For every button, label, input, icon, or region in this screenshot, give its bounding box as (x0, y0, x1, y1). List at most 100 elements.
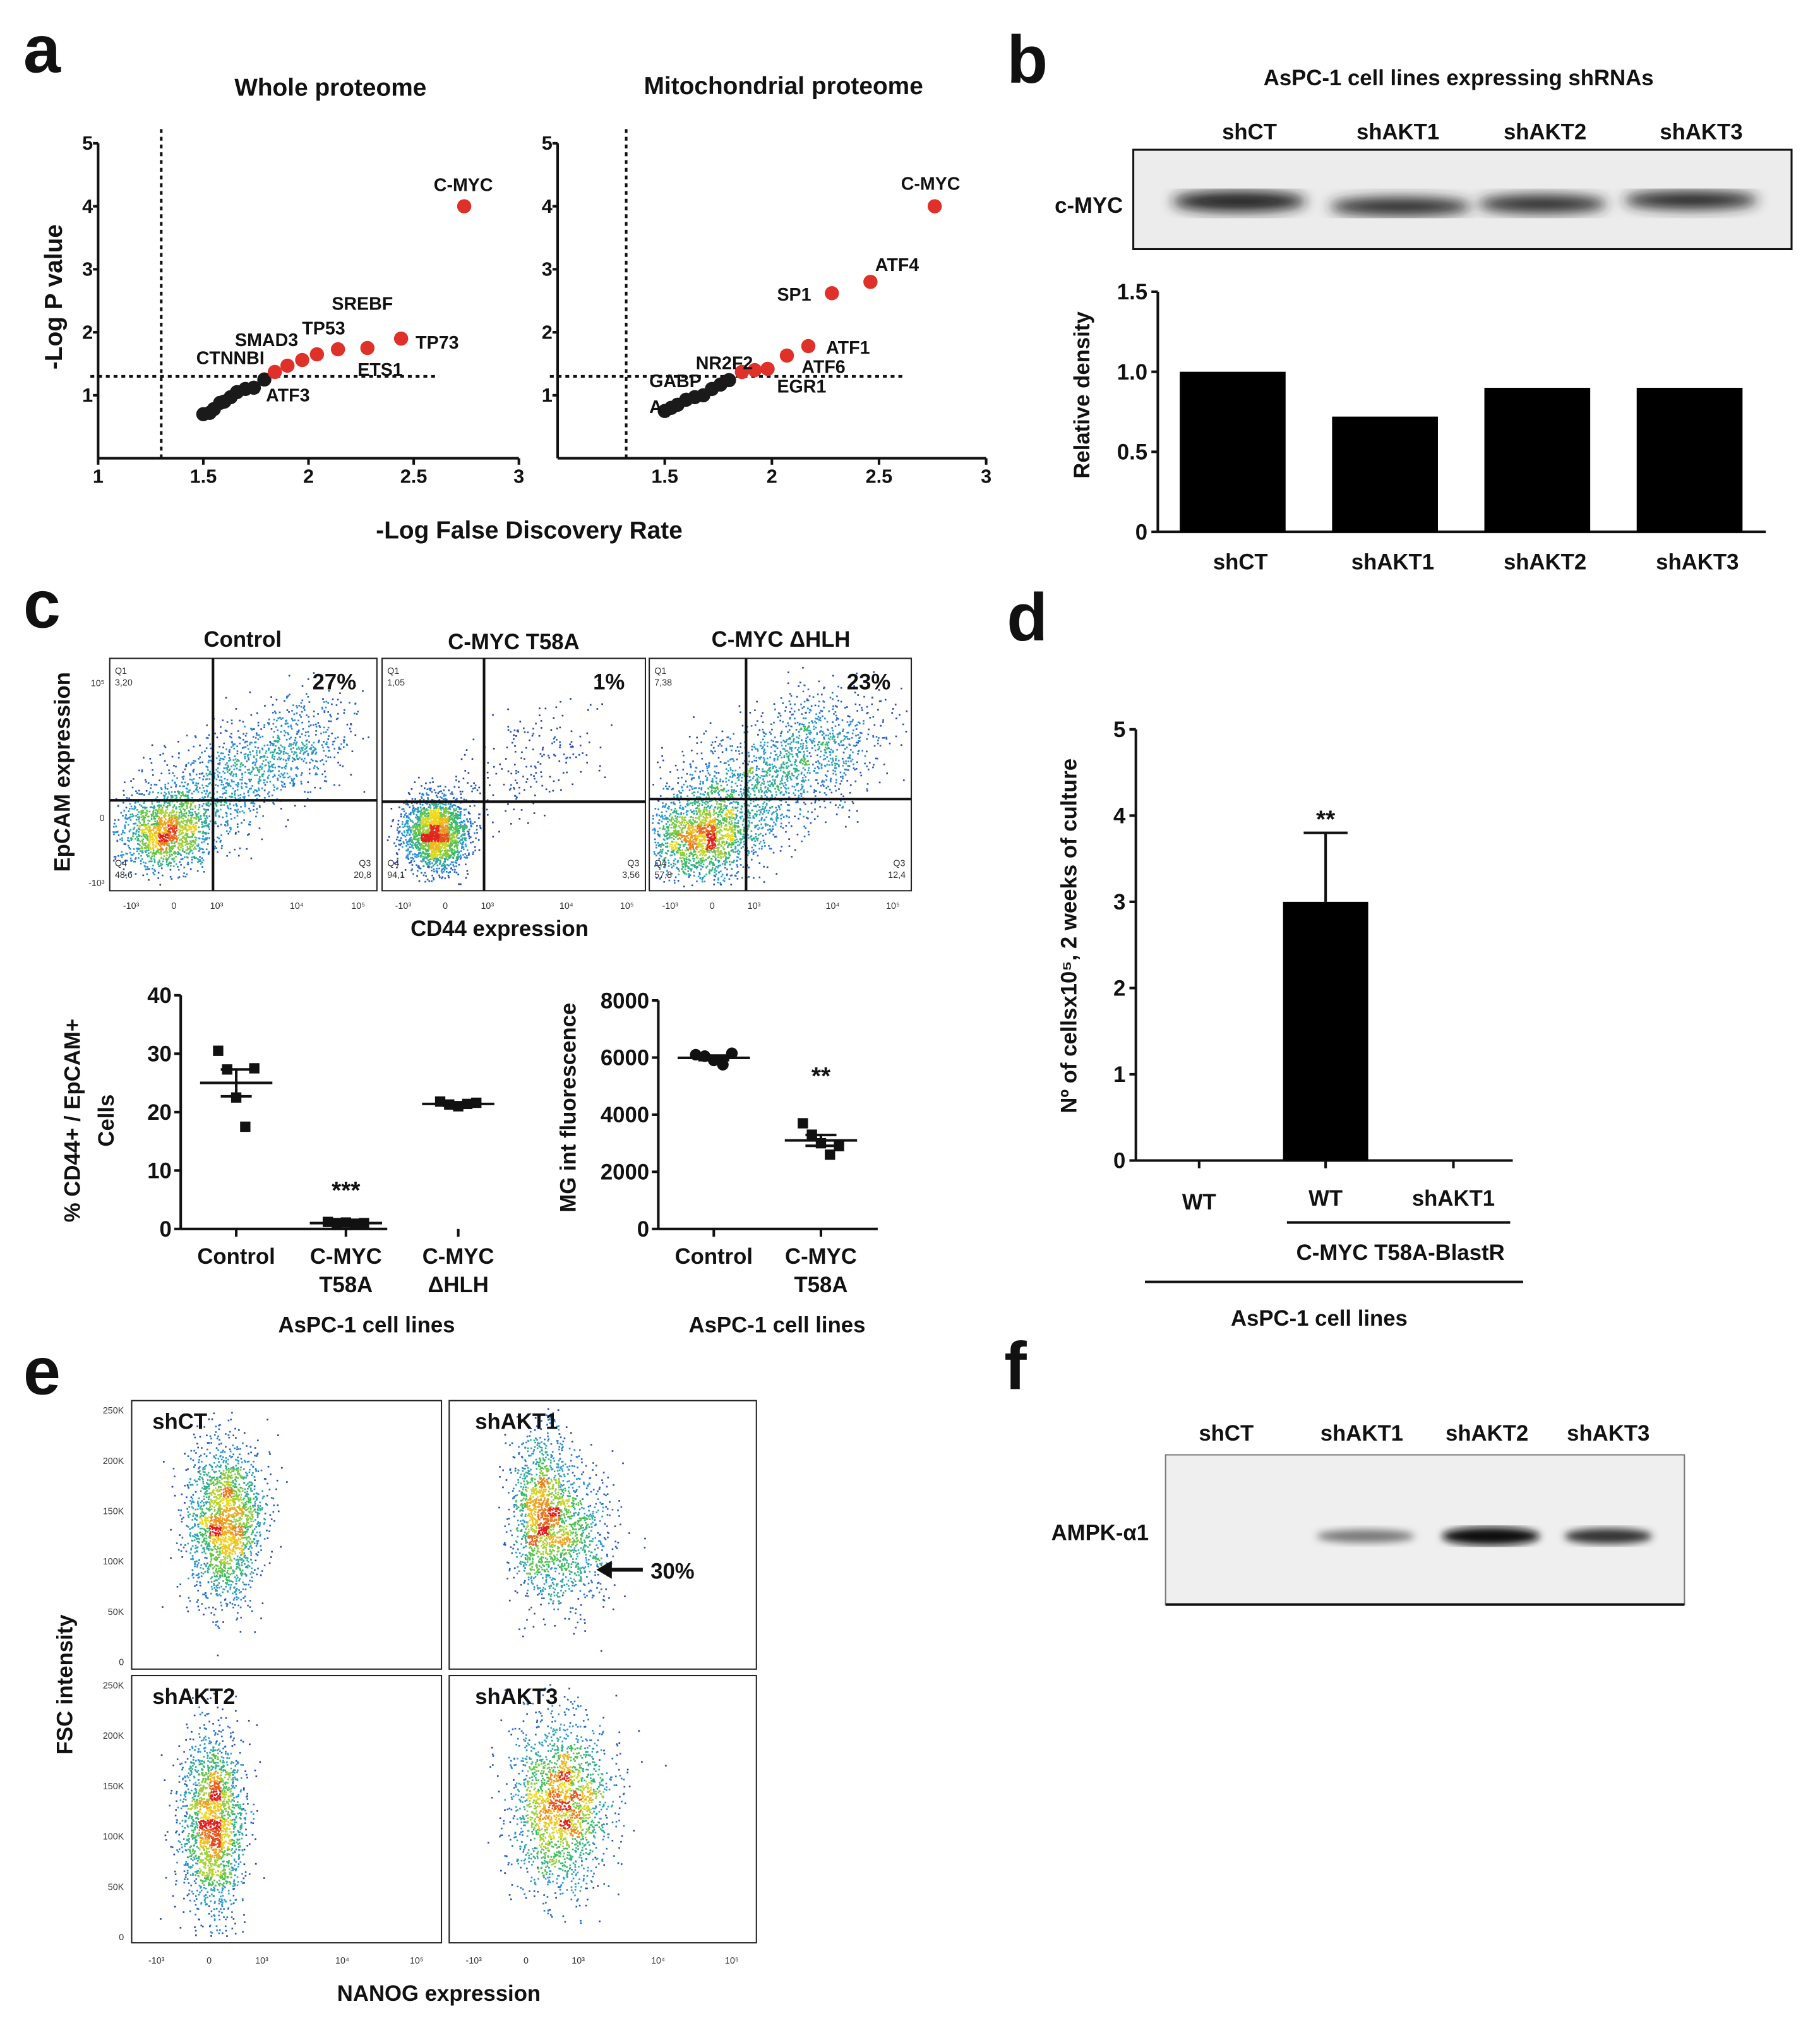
event-dot (431, 841, 433, 844)
event-dot (230, 779, 233, 781)
event-dot (448, 835, 450, 837)
event-dot (157, 825, 159, 827)
event-dot (413, 860, 416, 863)
event-dot (158, 848, 160, 851)
event-dot (144, 779, 147, 781)
event-dot (478, 813, 480, 815)
event-dot (407, 849, 409, 851)
event-dot (464, 753, 466, 756)
event-dot (275, 745, 277, 747)
event-dot (244, 795, 246, 798)
event-dot (444, 816, 446, 819)
event-dot (278, 738, 281, 740)
event-dot (432, 877, 434, 879)
event-dot (168, 831, 170, 833)
event-dot (171, 858, 173, 860)
event-dot (190, 822, 192, 825)
event-dot (271, 751, 273, 753)
event-dot (556, 728, 558, 729)
event-dot (205, 736, 208, 739)
event-dot (243, 812, 245, 814)
event-dot (141, 811, 144, 813)
event-dot (451, 851, 453, 854)
event-dot (169, 824, 171, 826)
event-dot (312, 746, 314, 748)
y-tick-label: 2 (82, 321, 93, 343)
event-dot (534, 765, 536, 767)
event-dot (285, 825, 287, 827)
event-dot (147, 846, 148, 849)
event-dot (164, 811, 167, 813)
event-dot (570, 746, 572, 748)
event-dot (290, 736, 292, 739)
event-dot (415, 831, 417, 834)
event-dot (419, 803, 421, 805)
significant-point (267, 364, 282, 380)
event-dot (182, 778, 184, 780)
event-dot (401, 823, 404, 825)
event-dot (436, 872, 438, 874)
event-dot (319, 726, 321, 728)
event-dot (191, 820, 193, 823)
event-dot (153, 827, 155, 830)
event-dot (186, 791, 188, 793)
event-dot (291, 779, 294, 782)
event-dot (127, 817, 129, 819)
event-dot (123, 868, 125, 870)
event-dot (335, 704, 338, 706)
event-dot (439, 802, 441, 805)
event-dot (426, 830, 428, 832)
event-dot (294, 736, 297, 739)
event-dot (457, 832, 458, 834)
panel-letter-d: d (1007, 580, 1048, 655)
event-dot (447, 854, 449, 856)
event-dot (184, 828, 187, 831)
event-dot (182, 848, 184, 850)
event-dot (207, 832, 210, 834)
event-dot (246, 786, 248, 788)
event-dot (150, 806, 153, 808)
event-dot (299, 714, 301, 716)
bar-shAKT3 (1636, 387, 1743, 532)
event-dot (433, 841, 436, 844)
event-dot (154, 844, 157, 846)
event-dot (455, 834, 458, 837)
event-dot (441, 846, 443, 848)
event-dot (440, 825, 442, 827)
event-dot (459, 812, 462, 813)
event-dot (305, 740, 308, 742)
event-dot (535, 767, 537, 769)
event-dot (471, 758, 474, 760)
x-tick-label: -10³ (123, 901, 140, 911)
event-dot (225, 830, 228, 832)
event-dot (420, 844, 422, 847)
event-dot (296, 748, 298, 750)
event-dot (113, 856, 116, 858)
event-dot (259, 806, 261, 808)
event-dot (138, 826, 141, 828)
event-dot (165, 801, 167, 803)
event-dot (424, 880, 426, 883)
event-dot (145, 868, 147, 871)
event-dot (299, 736, 301, 738)
event-dot (165, 809, 167, 812)
event-dot (545, 788, 548, 791)
event-dot (164, 795, 166, 798)
event-dot (157, 818, 160, 820)
event-dot (277, 752, 278, 754)
event-dot (129, 857, 132, 860)
event-dot (337, 762, 339, 764)
event-dot (475, 837, 477, 839)
event-dot (404, 825, 406, 827)
event-dot (428, 880, 431, 882)
event-dot (244, 805, 246, 808)
event-dot (398, 826, 401, 828)
event-dot (414, 798, 416, 800)
event-dot (294, 751, 296, 753)
event-dot (221, 844, 223, 847)
event-dot (251, 766, 254, 769)
event-dot (206, 789, 208, 792)
event-dot (515, 769, 517, 772)
event-dot (234, 755, 236, 757)
event-dot (217, 851, 219, 853)
